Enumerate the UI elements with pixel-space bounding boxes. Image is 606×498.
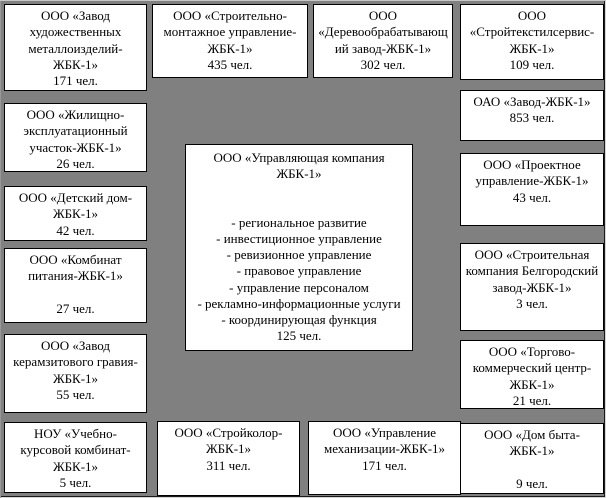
unit-headcount: 9 чел. [516,475,548,491]
unit-headcount: 26 чел. [56,155,95,171]
unit-box: ООО «Стройколор-ЖБК-1» 311 чел. [157,421,300,496]
unit-box: ООО «Торгово-коммерческий центр-ЖБК-1» 2… [460,340,604,409]
unit-title: ООО «Завод художественных металлоизделий… [28,8,123,72]
management-functions-list: - региональное развитие - инвестиционное… [197,214,401,328]
unit-box: ООО «Стройтекстилсервис-ЖБК-1» 109 чел. [460,4,604,80]
unit-headcount: 853 чел. [509,110,555,126]
unit-title: ООО «Жилищно-эксплуатационный участок-ЖБ… [23,107,128,155]
unit-headcount: 171 чел. [53,73,98,88]
unit-title: ООО «Стройтекстилсервис-ЖБК-1» [469,8,595,56]
unit-box: ООО «Проектное управление-ЖБК-1» 43 чел. [460,153,604,226]
unit-title: ООО «Деревообрабатывающий завод-ЖБК-1» [318,8,448,56]
unit-box: ООО «Строительно-монтажное управление-ЖБ… [152,4,308,78]
management-company-box: ООО «Управляющая компания ЖБК-1» - регио… [185,144,413,351]
unit-title: ООО «Дом быта-ЖБК-1» [484,427,580,459]
unit-headcount: 27 чел. [56,300,95,316]
unit-headcount: 311 чел. [206,457,251,473]
unit-box: ООО «Дом быта-ЖБК-1» 9 чел. [460,423,604,494]
unit-title: ООО «Проектное управление-ЖБК-1» [475,157,589,189]
unit-headcount: 171 чел. [362,457,407,473]
unit-title: НОУ «Учебно-курсовой комбинат-ЖБК-1» [20,426,131,474]
unit-title: ООО «Завод керамзитового гравия-ЖБК-1» [13,338,138,386]
unit-title: ООО «Детский дом-ЖБК-1» [18,190,133,222]
unit-box: ООО «Завод художественных металлоизделий… [4,4,147,91]
unit-headcount: 55 чел. [56,386,95,402]
unit-title: ООО «Комбинат питания-ЖБК-1» [28,252,123,284]
unit-headcount: 435 чел. [207,56,253,72]
unit-title: ООО «Управление механизации-ЖБК-1» [323,425,446,457]
management-headcount: 125 чел. [276,328,322,344]
unit-headcount: 21 чел. [512,392,552,408]
unit-title: ООО «Торгово-коммерческий центр-ЖБК-1» [472,344,592,392]
unit-headcount: 109 чел. [509,56,555,72]
unit-box: ООО «Жилищно-эксплуатационный участок-ЖБ… [4,103,147,172]
unit-box: ООО «Строительная компания Белгородский … [460,243,604,331]
unit-box: НОУ «Учебно-курсовой комбинат-ЖБК-1» 5 ч… [4,422,147,493]
unit-box: ОАО «Завод-ЖБК-1» 853 чел. [460,90,604,141]
unit-title: ОАО «Завод-ЖБК-1» [473,94,591,109]
unit-headcount: 43 чел. [512,189,552,205]
unit-title: ООО «Строительно-монтажное управление-ЖБ… [163,8,297,56]
management-company-title: ООО «Управляющая компания ЖБК-1» [213,150,385,182]
unit-box: ООО «Управление механизации-ЖБК-1» 171 ч… [308,421,461,495]
unit-headcount: 3 чел. [516,295,548,311]
unit-box: ООО «Комбинат питания-ЖБК-1» 27 чел. [4,248,147,323]
unit-title: ООО «Стройколор-ЖБК-1» [174,425,283,457]
unit-box: ООО «Завод керамзитового гравия-ЖБК-1» 5… [4,334,147,413]
unit-box: ООО «Детский дом-ЖБК-1» 42 чел. [4,186,147,241]
unit-box: ООО «Деревообрабатывающий завод-ЖБК-1» 3… [313,4,453,78]
unit-headcount: 5 чел. [59,474,92,490]
unit-headcount: 42 чел. [56,222,95,238]
unit-title: ООО «Строительная компания Белгородский … [465,247,599,295]
unit-headcount: 302 чел. [360,56,406,72]
